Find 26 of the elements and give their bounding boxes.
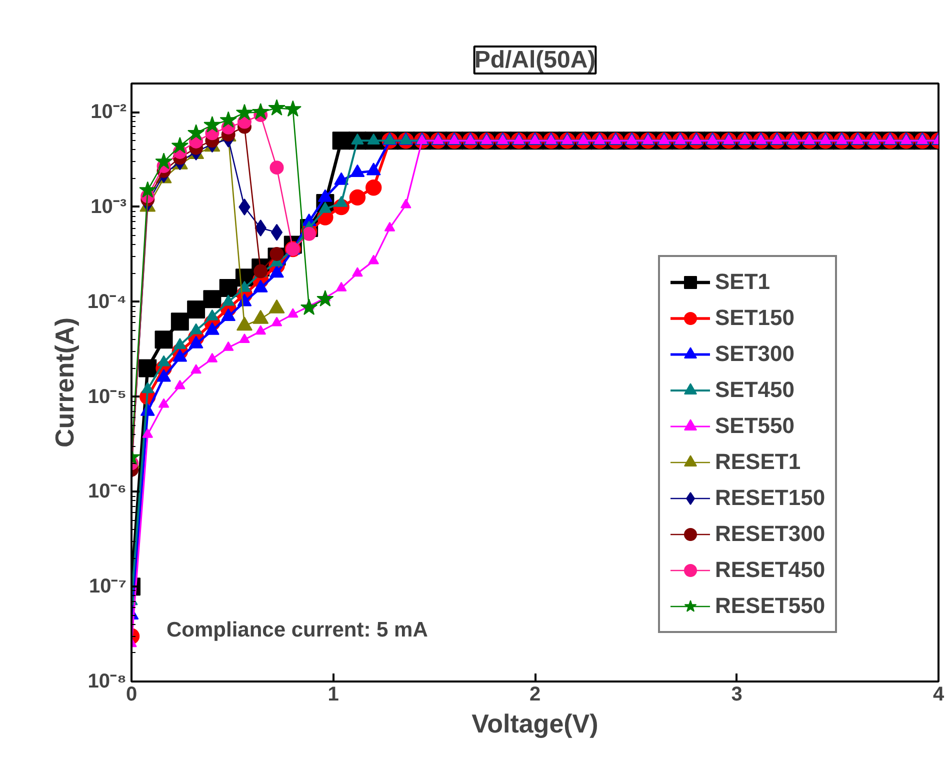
legend-label: RESET1	[715, 449, 801, 475]
chart-title: Pd/Al(50A)	[474, 46, 596, 74]
y-tick-label: 10⁻⁶	[88, 480, 127, 503]
legend-label: RESET550	[715, 593, 826, 619]
annotation: Compliance current: 5 mA	[166, 618, 428, 642]
x-tick-label: 1	[328, 684, 339, 706]
legend-label: SET1	[715, 269, 770, 295]
x-axis-title: Voltage(V)	[472, 708, 598, 738]
y-tick-label: 10⁻⁸	[88, 670, 127, 692]
legend-label: SET450	[715, 377, 794, 403]
legend-label: RESET450	[715, 557, 826, 583]
y-tick-label: 10⁻³	[90, 196, 127, 218]
y-tick-label: 10⁻⁴	[87, 290, 126, 313]
x-tick-label: 2	[529, 684, 541, 706]
legend-label: SET150	[715, 305, 794, 331]
x-tick-label: 3	[731, 684, 742, 706]
y-tick-label: 10⁻²	[90, 101, 127, 124]
legend-label: RESET150	[715, 485, 826, 511]
y-tick-label: 10⁻⁷	[89, 576, 126, 598]
y-axis-title: Current(A)	[49, 317, 80, 448]
legend-label: SET300	[715, 341, 794, 367]
y-tick-label: 10⁻⁵	[88, 386, 126, 408]
x-tick-label: 0	[126, 684, 138, 706]
x-tick-label: 4	[932, 684, 945, 706]
legend-label: SET550	[715, 413, 794, 439]
legend-label: RESET300	[715, 521, 826, 547]
